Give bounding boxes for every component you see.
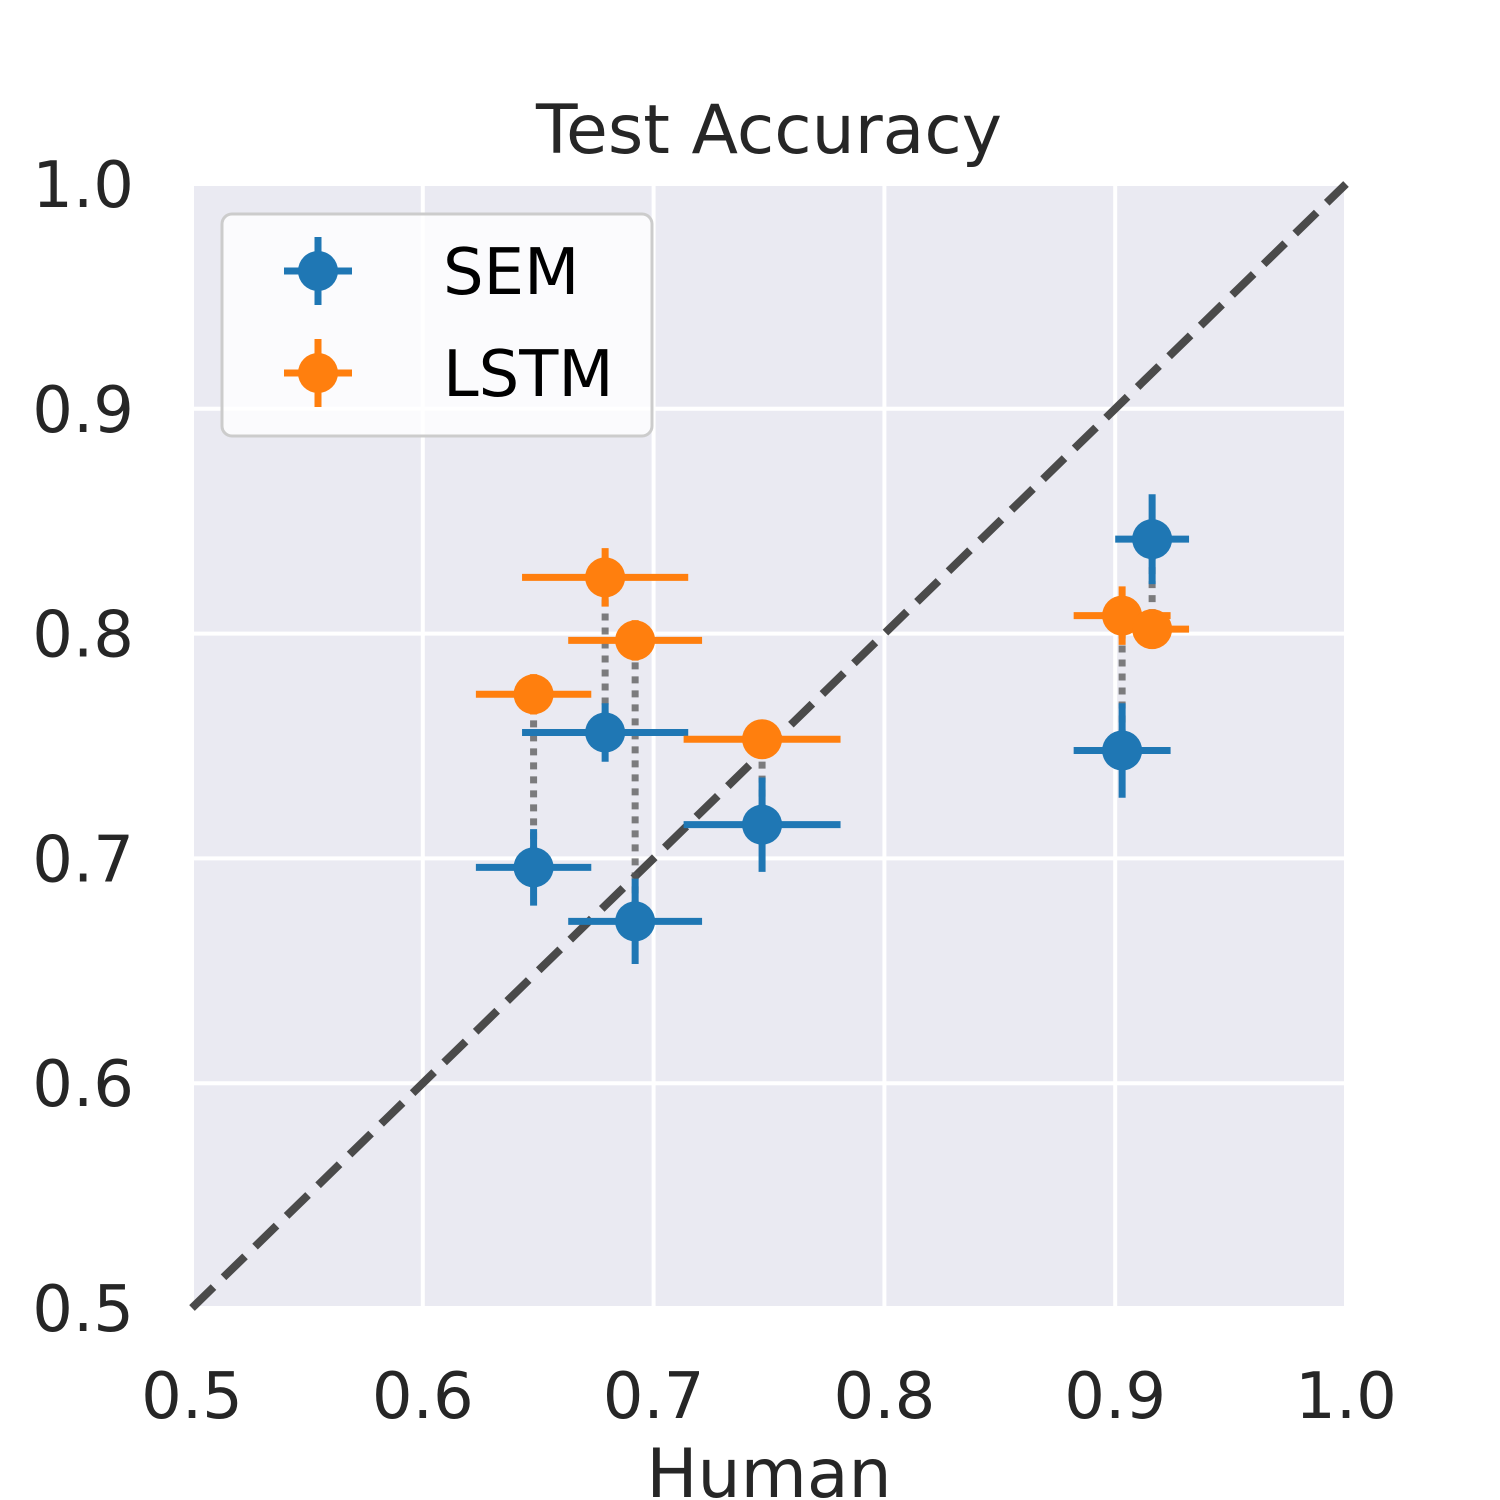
lstm-point-3 [742,719,783,760]
tick-labels: 0.5 0.6 0.7 0.8 0.9 1.0 0.5 0.6 0.7 0.8 0.9 1.0 [32,149,1397,1434]
legend-lstm-marker [298,353,338,393]
chart-title: Test Accuracy [535,91,1002,170]
y-tick-label-4: 0.9 [32,374,134,448]
lstm-point-2 [615,620,656,661]
y-tick-label-0: 0.5 [32,1273,134,1347]
series-lstm [475,548,1190,760]
x-tick-label-0: 0.5 [141,1360,243,1434]
x-tick-label-2: 0.7 [603,1360,705,1434]
x-tick-label-4: 0.9 [1064,1360,1166,1434]
y-tick-label-3: 0.8 [32,599,134,673]
series-sem [475,494,1190,965]
y-tick-label-2: 0.7 [32,823,134,897]
legend: SEM LSTM [220,212,654,438]
legend-sem-label: SEM [443,236,579,310]
x-tick-label-1: 0.6 [372,1360,474,1434]
x-tick-label-5: 1.0 [1295,1360,1397,1434]
sem-point-3 [742,804,783,845]
series-layer [475,494,1190,965]
sem-point-1 [585,712,626,753]
lstm-point-5 [1132,609,1173,650]
sem-point-5 [1132,519,1173,560]
sem-point-0 [513,847,554,888]
sem-point-2 [615,901,656,942]
y-tick-label-5: 1.0 [32,149,134,223]
lstm-point-1 [585,557,626,598]
x-tick-label-3: 0.8 [834,1360,936,1434]
legend-lstm-label: LSTM [443,338,614,412]
lstm-point-0 [513,674,554,715]
legend-sem-marker [298,251,338,291]
y-tick-label-1: 0.6 [32,1048,134,1122]
sem-point-4 [1102,730,1143,771]
grid-lines [190,182,1348,1310]
x-axis-label: Human [646,1435,891,1500]
